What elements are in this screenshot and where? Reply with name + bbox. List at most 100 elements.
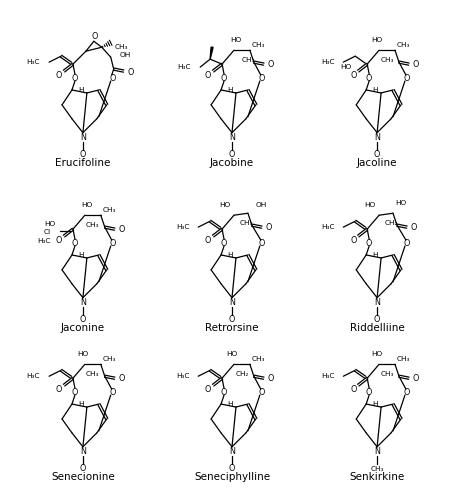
Text: Senkirkine: Senkirkine: [349, 472, 405, 482]
Text: O: O: [205, 384, 211, 394]
Text: HO: HO: [372, 38, 383, 44]
Text: CH₃: CH₃: [370, 466, 384, 471]
Text: Riddelliine: Riddelliine: [350, 322, 404, 332]
Text: CH₃: CH₃: [380, 57, 394, 63]
Text: CH₃: CH₃: [103, 207, 116, 213]
Text: O: O: [127, 68, 134, 76]
Text: H₃C: H₃C: [27, 373, 40, 379]
Text: O: O: [56, 70, 62, 80]
Text: CH₃: CH₃: [239, 220, 253, 226]
Text: Jacoline: Jacoline: [357, 158, 397, 168]
Text: O: O: [72, 388, 78, 396]
Text: HO: HO: [44, 221, 55, 227]
Text: O: O: [229, 464, 235, 473]
Text: OH: OH: [256, 202, 267, 208]
Text: CH₃: CH₃: [397, 42, 410, 48]
Text: O: O: [92, 32, 98, 41]
Text: H₃C: H₃C: [176, 373, 189, 379]
Text: H: H: [78, 252, 83, 258]
Text: Jaconine: Jaconine: [61, 322, 105, 332]
Text: O: O: [80, 464, 86, 473]
Text: N: N: [80, 133, 86, 142]
Text: O: O: [80, 150, 86, 159]
Text: N: N: [229, 448, 235, 456]
Text: O: O: [266, 222, 272, 232]
Text: N: N: [229, 298, 235, 307]
Text: O: O: [80, 315, 86, 324]
Text: O: O: [259, 388, 265, 396]
Text: H₃C: H₃C: [321, 373, 334, 379]
Text: O: O: [118, 374, 125, 382]
Text: HO: HO: [226, 352, 237, 358]
Text: HO: HO: [340, 64, 351, 70]
Text: O: O: [366, 238, 372, 248]
Text: CH₃: CH₃: [252, 356, 266, 362]
Text: H: H: [78, 401, 83, 407]
Text: N: N: [374, 133, 380, 142]
Text: O: O: [221, 74, 227, 82]
Text: Retrorsine: Retrorsine: [205, 322, 259, 332]
Text: H₃C: H₃C: [321, 59, 334, 65]
Text: H₃C: H₃C: [176, 224, 189, 230]
Text: O: O: [221, 388, 227, 396]
Text: HO: HO: [219, 202, 230, 208]
Text: H: H: [78, 87, 83, 93]
Text: H: H: [372, 401, 378, 407]
Text: CH₃: CH₃: [380, 371, 394, 377]
Text: O: O: [413, 374, 419, 382]
Text: N: N: [80, 298, 86, 307]
Text: O: O: [72, 238, 78, 248]
Text: HO: HO: [372, 352, 383, 358]
Text: CH₃: CH₃: [115, 44, 128, 50]
Text: H₃C: H₃C: [27, 59, 40, 65]
Text: O: O: [259, 74, 265, 82]
Text: HO: HO: [81, 202, 93, 208]
Text: O: O: [118, 224, 125, 234]
Text: CH₂: CH₂: [235, 371, 248, 377]
Text: H₃C: H₃C: [178, 64, 191, 70]
Text: O: O: [404, 238, 410, 248]
Text: O: O: [205, 236, 211, 244]
Text: O: O: [411, 222, 417, 232]
Text: HO: HO: [395, 200, 406, 206]
Text: Seneciphylline: Seneciphylline: [194, 472, 270, 482]
Text: O: O: [350, 384, 356, 394]
Text: O: O: [205, 70, 211, 80]
Text: CH₃: CH₃: [397, 356, 410, 362]
Text: O: O: [229, 315, 235, 324]
Text: O: O: [374, 150, 380, 159]
Text: HO: HO: [230, 38, 242, 44]
Text: HO: HO: [364, 202, 375, 208]
Text: CH₃: CH₃: [252, 42, 266, 48]
Text: O: O: [404, 74, 410, 82]
Text: N: N: [80, 448, 86, 456]
Text: N: N: [229, 133, 235, 142]
Text: CH₃: CH₃: [241, 57, 254, 63]
Text: H₃C: H₃C: [38, 238, 51, 244]
Text: OH: OH: [120, 52, 131, 58]
Text: Erucifoline: Erucifoline: [55, 158, 111, 168]
Text: Jacobine: Jacobine: [210, 158, 254, 168]
Text: N: N: [374, 448, 380, 456]
Text: H: H: [227, 87, 233, 93]
Text: O: O: [350, 70, 356, 80]
Text: O: O: [110, 74, 116, 82]
Text: O: O: [366, 388, 372, 396]
Text: O: O: [110, 238, 116, 248]
Text: O: O: [56, 384, 62, 394]
Text: Senecionine: Senecionine: [51, 472, 115, 482]
Text: O: O: [229, 150, 235, 159]
Text: H: H: [372, 252, 378, 258]
Text: O: O: [366, 74, 372, 82]
Text: CH₂: CH₂: [384, 220, 398, 226]
Text: O: O: [110, 388, 116, 396]
Text: H: H: [227, 252, 233, 258]
Text: H: H: [227, 401, 233, 407]
Text: O: O: [221, 238, 227, 248]
Text: O: O: [267, 374, 274, 382]
Text: H₃C: H₃C: [321, 224, 334, 230]
Text: O: O: [413, 60, 419, 68]
Text: HO: HO: [77, 352, 89, 358]
Text: CH₃: CH₃: [86, 371, 100, 377]
Text: Cl: Cl: [44, 229, 51, 235]
